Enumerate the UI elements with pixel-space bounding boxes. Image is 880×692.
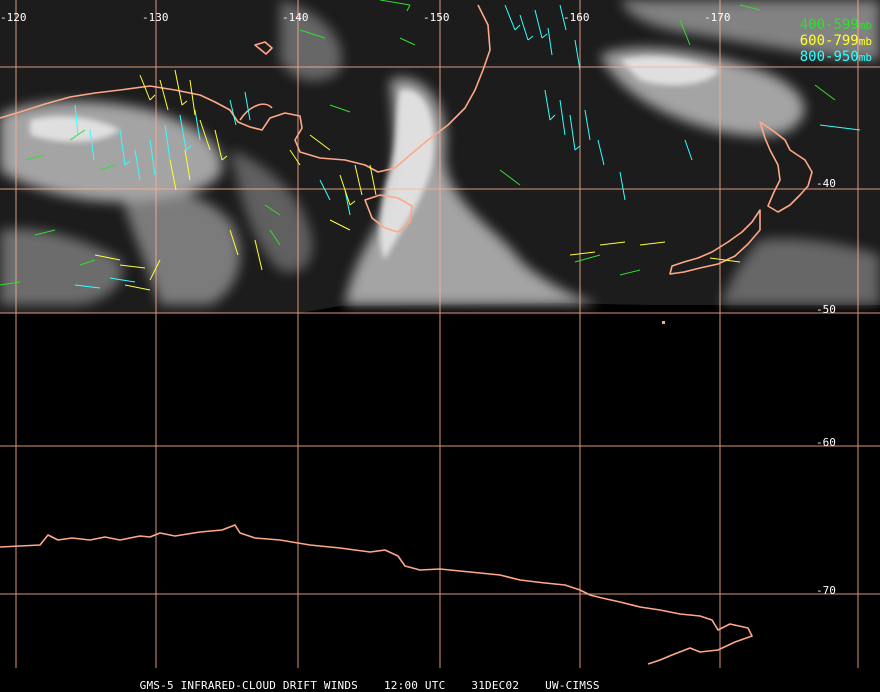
footer-source: UW-CIMSS — [545, 679, 600, 692]
new-zealand-south-coastline — [669, 209, 761, 275]
lat-label-50: -50 — [816, 303, 836, 316]
lat-label-40: -40 — [816, 177, 836, 190]
wind-barbs-green — [0, 0, 836, 286]
australia-coastline — [0, 4, 491, 173]
lon-label-170: -170 — [704, 11, 731, 24]
coastlines — [0, 4, 813, 665]
footer-product: GMS-5 INFRARED-CLOUD DRIFT WINDS — [139, 679, 358, 692]
lat-label-60: -60 — [816, 436, 836, 449]
lon-label-120: -120 — [0, 11, 27, 24]
lat-label-70: -70 — [816, 584, 836, 597]
legend-400-599: 400-599mb — [799, 17, 872, 33]
lon-label-150: -150 — [423, 11, 450, 24]
lon-label-130: -130 — [142, 11, 169, 24]
tasmania-coastline — [364, 194, 413, 233]
lon-label-160: -160 — [563, 11, 590, 24]
legend-600-799: 600-799mb — [799, 33, 872, 49]
footer-time: 12:00 UTC — [383, 679, 446, 692]
wind-barbs-yellow — [94, 69, 741, 291]
lat-lon-grid — [0, 0, 880, 668]
footer-date: 31DEC02 — [471, 679, 520, 692]
wind-barbs-cyan — [74, 4, 861, 289]
legend-800-950: 800-950mb — [799, 49, 872, 65]
lon-label-140: -140 — [282, 11, 309, 24]
footer-caption: GMS-5 INFRARED-CLOUD DRIFT WINDS 12:00 UT… — [126, 666, 626, 692]
new-zealand-north-coastline — [759, 121, 813, 213]
antarctica-coastline — [0, 524, 753, 665]
